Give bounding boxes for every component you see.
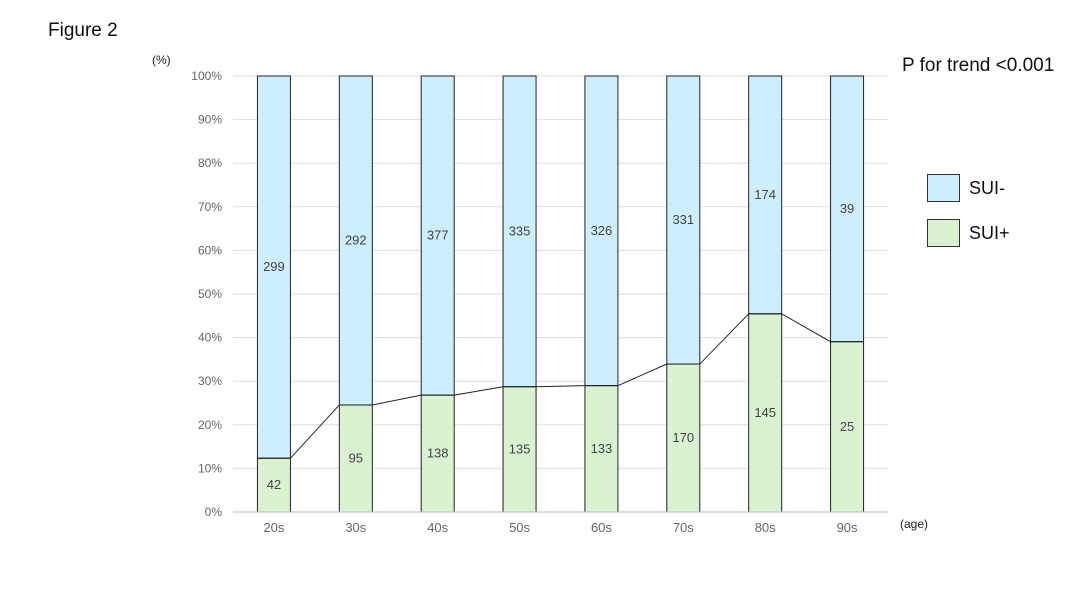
gridlines — [233, 75, 888, 469]
value-label-sui-neg: 331 — [672, 212, 694, 227]
value-label-sui-pos: 138 — [427, 446, 449, 461]
value-label-sui-pos: 170 — [672, 430, 694, 445]
x-tick-label: 90s — [837, 520, 858, 535]
y-tick-label: 10% — [198, 461, 222, 475]
legend-swatch-sui-neg — [927, 174, 960, 202]
bar-sui-neg — [666, 75, 701, 365]
x-axis-label: (age) — [900, 517, 928, 531]
value-label-sui-neg: 299 — [263, 259, 285, 274]
trend-line-group — [257, 313, 864, 459]
bar-sui-neg — [584, 75, 619, 387]
y-axis-label: (%) — [152, 53, 171, 67]
y-tick-label: 50% — [198, 287, 222, 301]
value-label-sui-neg: 326 — [591, 223, 613, 238]
x-tick-label: 40s — [427, 520, 448, 535]
legend-label-sui-pos: SUI+ — [969, 222, 1010, 243]
y-tick-label: 70% — [198, 200, 222, 214]
y-tick-label: 90% — [198, 113, 222, 127]
value-label-sui-pos: 25 — [840, 419, 854, 434]
value-label-sui-neg: 292 — [345, 232, 367, 247]
x-tick-label: 70s — [673, 520, 694, 535]
y-tick-label: 20% — [198, 418, 222, 432]
legend-item-sui-pos: SUI+ — [927, 218, 1010, 248]
y-tick-label: 0% — [205, 505, 223, 519]
value-label-sui-pos: 145 — [754, 405, 776, 420]
bar-sui-neg — [420, 75, 455, 396]
legend-item-sui-neg: SUI- — [927, 173, 1005, 203]
value-label-sui-pos: 133 — [591, 441, 613, 456]
x-tick-label: 20s — [263, 520, 284, 535]
bar-sui-neg — [748, 75, 783, 315]
y-tick-label: 60% — [198, 243, 222, 257]
y-tick-label: 100% — [191, 69, 222, 83]
figure-label: Figure 2 — [48, 20, 118, 41]
value-label-sui-neg: 174 — [754, 187, 776, 202]
bar-sui-pos — [502, 386, 537, 513]
value-label-sui-neg: 335 — [509, 223, 531, 238]
legend-swatch-sui-pos — [927, 219, 960, 247]
value-labels: 299 42 292 95 377 138 335 135 326 133 331 170 174 145… — [263, 187, 854, 492]
y-tick-label: 40% — [198, 331, 222, 345]
value-label-sui-neg: 39 — [840, 201, 854, 216]
bar-sui-pos — [748, 313, 783, 513]
bar-sui-neg — [830, 75, 865, 343]
bar-sui-neg — [502, 75, 537, 388]
value-label-sui-pos: 42 — [267, 477, 281, 492]
x-tick-label: 60s — [591, 520, 612, 535]
value-label-sui-pos: 135 — [509, 441, 531, 456]
axes: 0% 10% 20% 30% 40% 50% 60% 70% 80% 90% 100% (%) (age… — [152, 53, 928, 535]
trend-line — [257, 313, 864, 459]
legend-label-sui-neg: SUI- — [969, 177, 1005, 198]
bar-sui-pos — [830, 341, 865, 513]
bars — [256, 75, 865, 513]
value-label-sui-pos: 95 — [349, 450, 363, 465]
x-tick-label: 80s — [755, 520, 776, 535]
y-tick-label: 30% — [198, 374, 222, 388]
y-tick-label: 80% — [198, 156, 222, 170]
x-tick-label: 50s — [509, 520, 530, 535]
value-label-sui-neg: 377 — [427, 228, 449, 243]
trend-annotation: P for trend <0.001 — [902, 55, 1055, 76]
x-tick-label: 30s — [345, 520, 366, 535]
